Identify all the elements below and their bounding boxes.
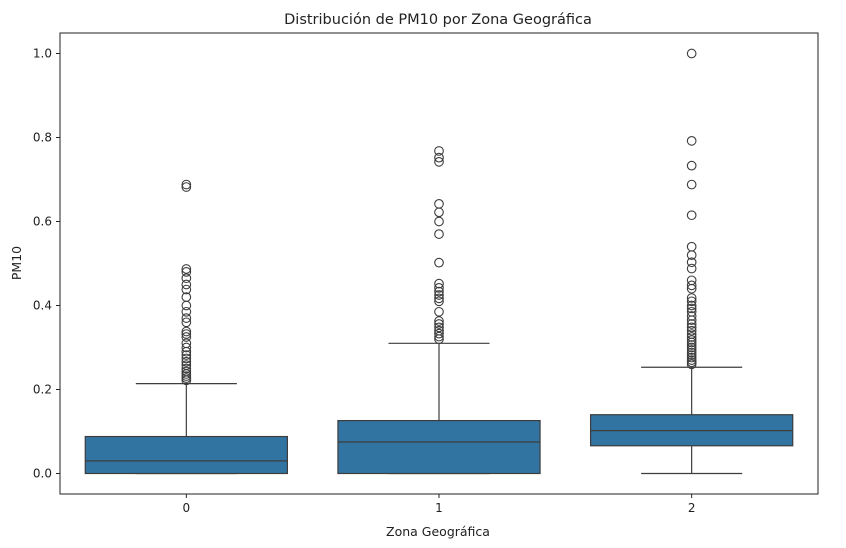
outlier-point: [686, 319, 697, 329]
outlier-point: [686, 296, 697, 307]
outlier-point: [181, 284, 192, 295]
outlier-point: [181, 317, 192, 328]
outlier-point: [686, 352, 697, 363]
outlier-point: [434, 293, 444, 304]
outlier-point: [181, 279, 192, 290]
outlier-point: [181, 353, 192, 364]
outlier-point: [686, 332, 697, 342]
outlier-point: [434, 207, 444, 218]
outlier-point: [181, 356, 192, 367]
y-tick-label: 0.8: [33, 131, 52, 145]
x-tick-label: 0: [183, 501, 191, 515]
outlier-point: [686, 350, 697, 360]
y-tick-label: 0.0: [33, 467, 52, 481]
plot-area: 0.0 0.2 0.4 0.6 0.8 1.0 0 1 2: [33, 32, 819, 515]
y-tick-label: 0.4: [33, 299, 52, 313]
outlier-point: [181, 360, 192, 370]
box-iqr: [84, 435, 289, 475]
outlier-point: [686, 263, 697, 274]
outlier-point: [686, 300, 697, 311]
outlier-point: [686, 210, 697, 221]
outlier-point: [434, 257, 444, 268]
outlier-point: [434, 331, 444, 342]
outlier-point: [686, 293, 697, 303]
outlier-point: [181, 267, 192, 277]
outlier-point: [434, 290, 444, 300]
outlier-point: [686, 311, 697, 321]
outlier-point: [686, 241, 697, 252]
outlier-point: [686, 322, 697, 333]
outlier-point: [686, 306, 697, 317]
outlier-point: [434, 146, 444, 156]
outlier-point: [686, 136, 697, 146]
box-iqr: [337, 419, 541, 475]
outlier-point: [686, 340, 697, 350]
outlier-point: [181, 350, 192, 360]
outlier-point: [434, 229, 444, 239]
outlier-point: [686, 160, 697, 171]
outlier-point: [181, 306, 192, 317]
outlier-point: [686, 303, 697, 314]
outlier-point: [686, 347, 697, 358]
outlier-point: [686, 355, 697, 365]
outlier-point: [181, 326, 192, 337]
outlier-point: [181, 332, 192, 342]
outlier-point: [181, 329, 192, 339]
outlier-point: [686, 275, 697, 286]
outlier-point: [181, 264, 192, 274]
outlier-point: [434, 199, 444, 209]
outlier-point: [686, 325, 697, 336]
outlier-point: [434, 322, 444, 333]
x-tick-label: 1: [435, 501, 443, 515]
outlier-point: [181, 292, 192, 302]
x-axis-title: Zona Geográfica: [386, 524, 490, 539]
outlier-point: [686, 335, 697, 345]
outlier-point: [434, 152, 444, 163]
chart-title: Distribución de PM10 por Zona Geográfica: [284, 12, 592, 28]
outlier-point: [434, 296, 444, 307]
outlier-point: [181, 273, 192, 284]
outlier-point: [686, 345, 697, 355]
outlier-point: [181, 338, 192, 349]
outlier-point: [434, 216, 444, 227]
outlier-point: [181, 342, 192, 353]
y-axis-title: PM10: [9, 246, 24, 280]
outlier-point: [686, 329, 697, 339]
outlier-point: [434, 319, 444, 329]
outlier-point: [686, 280, 697, 291]
outlier-point: [434, 306, 444, 317]
outlier-point: [434, 316, 444, 326]
outlier-point: [434, 157, 444, 167]
outlier-point: [181, 179, 192, 190]
outlier-point: [434, 283, 444, 293]
outlier-point: [181, 366, 192, 377]
y-tick-label: 1.0: [33, 47, 52, 61]
outlier-point: [181, 182, 192, 192]
outlier-point: [181, 300, 192, 311]
outlier-point: [686, 342, 697, 353]
y-tick-label: 0.2: [33, 383, 52, 397]
outlier-point: [686, 179, 697, 190]
outlier-point: [434, 328, 444, 339]
y-tick-label: 0.6: [33, 215, 52, 229]
x-tick-label: 2: [688, 501, 696, 515]
outlier-point: [181, 313, 192, 323]
outlier-point: [686, 257, 697, 268]
outlier-point: [686, 48, 697, 59]
outlier-point: [434, 278, 444, 289]
outlier-point: [181, 363, 192, 374]
outlier-point: [434, 325, 444, 336]
outlier-point: [434, 286, 444, 297]
